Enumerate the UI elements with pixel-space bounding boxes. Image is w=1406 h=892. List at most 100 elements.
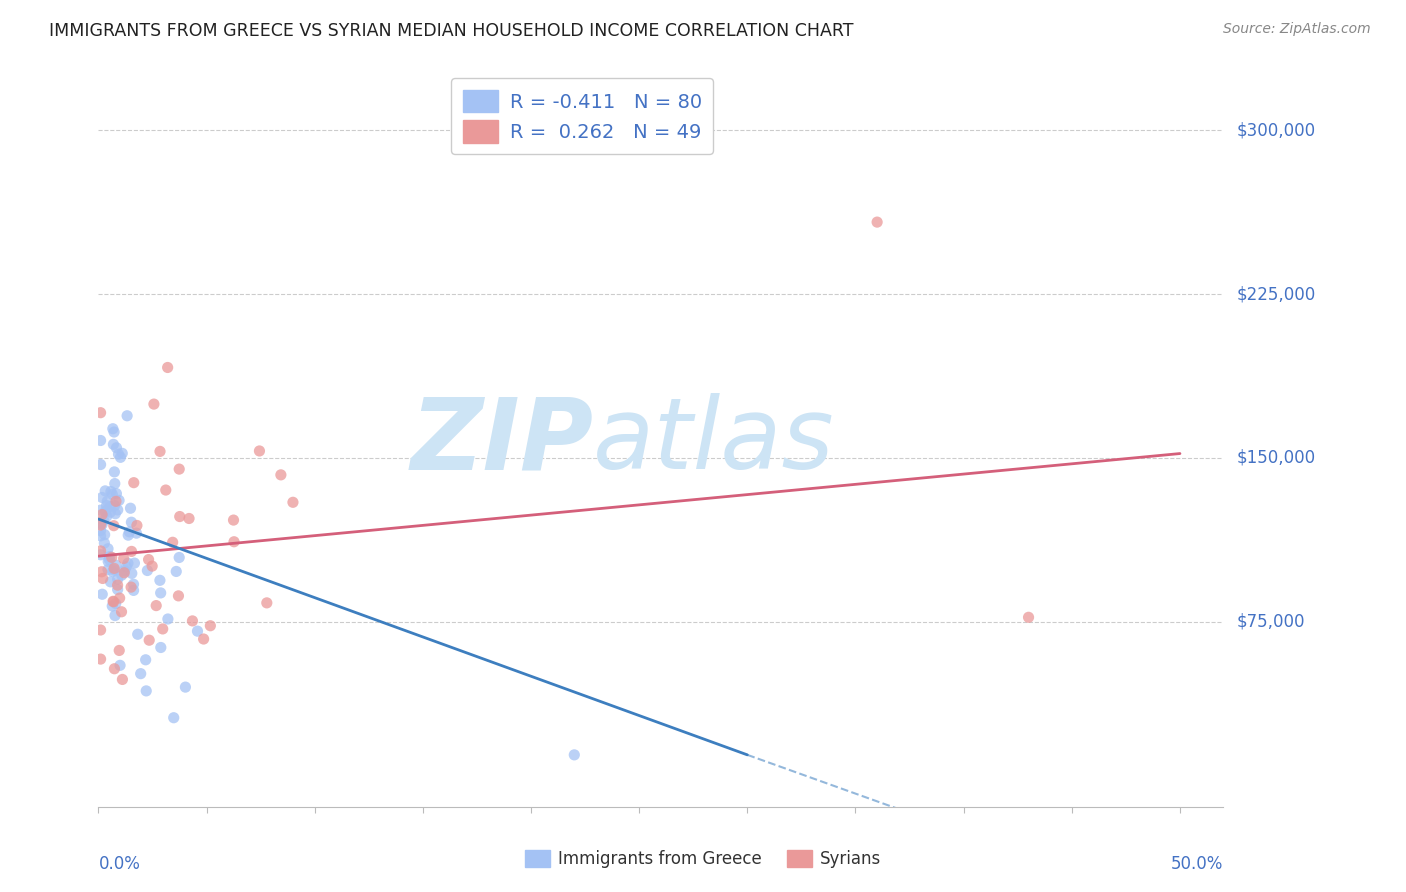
Point [112, 551, 135, 566]
Point [90, 529, 112, 543]
Legend: Immigrants from Greece, Syrians: Immigrants from Greece, Syrians [517, 843, 889, 875]
Point [101, 594, 124, 608]
Point [149, 586, 172, 600]
Text: $300,000: $300,000 [1237, 121, 1316, 139]
Point [91, 508, 114, 522]
Point [135, 684, 157, 698]
Point [108, 591, 131, 605]
Point [90, 516, 112, 530]
Point [110, 450, 132, 465]
Point [93, 536, 115, 550]
Point [121, 566, 143, 581]
Point [90, 544, 112, 558]
Point [90, 434, 112, 448]
Point [98, 500, 121, 514]
Point [90, 565, 112, 579]
Point [562, 747, 585, 762]
Text: 0.0%: 0.0% [98, 855, 141, 872]
Point [90, 458, 112, 472]
Point [122, 475, 145, 490]
Point [107, 447, 129, 461]
Point [145, 599, 167, 613]
Point [156, 360, 179, 375]
Point [122, 583, 145, 598]
Point [90, 406, 112, 420]
Point [97, 541, 120, 556]
Point [98, 552, 121, 566]
Point [112, 566, 135, 580]
Point [103, 425, 125, 439]
Point [222, 513, 245, 527]
Point [93, 513, 115, 527]
Point [270, 467, 292, 482]
Point [165, 565, 187, 579]
Point [90, 524, 112, 538]
Point [98, 549, 121, 564]
Point [281, 495, 304, 509]
Point [866, 215, 889, 229]
Point [155, 483, 177, 497]
Text: 50.0%: 50.0% [1171, 855, 1223, 872]
Point [222, 534, 245, 549]
Point [200, 618, 222, 632]
Point [94, 504, 117, 518]
Point [152, 622, 174, 636]
Point [136, 564, 159, 578]
Point [114, 564, 136, 578]
Point [101, 565, 124, 579]
Point [103, 518, 125, 533]
Point [103, 465, 125, 479]
Point [115, 559, 138, 574]
Point [111, 568, 134, 582]
Point [107, 572, 129, 586]
Point [104, 597, 127, 611]
Point [100, 550, 122, 565]
Point [104, 507, 127, 521]
Point [97, 563, 120, 577]
Point [129, 666, 152, 681]
Point [104, 558, 127, 573]
Point [108, 658, 131, 673]
Point [177, 511, 200, 525]
Text: IMMIGRANTS FROM GREECE VS SYRIAN MEDIAN HOUSEHOLD INCOME CORRELATION CHART: IMMIGRANTS FROM GREECE VS SYRIAN MEDIAN … [49, 22, 853, 40]
Point [149, 574, 172, 588]
Point [101, 422, 124, 436]
Point [101, 487, 124, 501]
Point [110, 605, 132, 619]
Point [117, 556, 139, 570]
Point [107, 503, 129, 517]
Text: ZIP: ZIP [411, 393, 593, 490]
Text: atlas: atlas [593, 393, 835, 490]
Point [118, 524, 141, 539]
Point [156, 612, 179, 626]
Point [186, 624, 208, 639]
Point [256, 596, 278, 610]
Point [107, 578, 129, 592]
Point [141, 559, 163, 574]
Point [138, 633, 160, 648]
Point [90, 503, 112, 517]
Point [125, 518, 148, 533]
Point [100, 505, 122, 519]
Point [169, 509, 191, 524]
Point [105, 486, 128, 500]
Point [90, 652, 112, 666]
Point [104, 494, 127, 508]
Point [167, 462, 190, 476]
Point [103, 662, 125, 676]
Point [1018, 610, 1040, 624]
Point [167, 589, 190, 603]
Text: $75,000: $75,000 [1237, 613, 1306, 631]
Point [96, 499, 118, 513]
Point [174, 680, 197, 694]
Point [149, 640, 172, 655]
Point [93, 527, 115, 541]
Point [91, 517, 114, 532]
Point [162, 535, 184, 549]
Point [120, 501, 142, 516]
Point [122, 577, 145, 591]
Point [111, 673, 134, 687]
Point [100, 484, 122, 499]
Legend: R = -0.411   N = 80, R =  0.262   N = 49: R = -0.411 N = 80, R = 0.262 N = 49 [451, 78, 713, 154]
Point [103, 561, 125, 575]
